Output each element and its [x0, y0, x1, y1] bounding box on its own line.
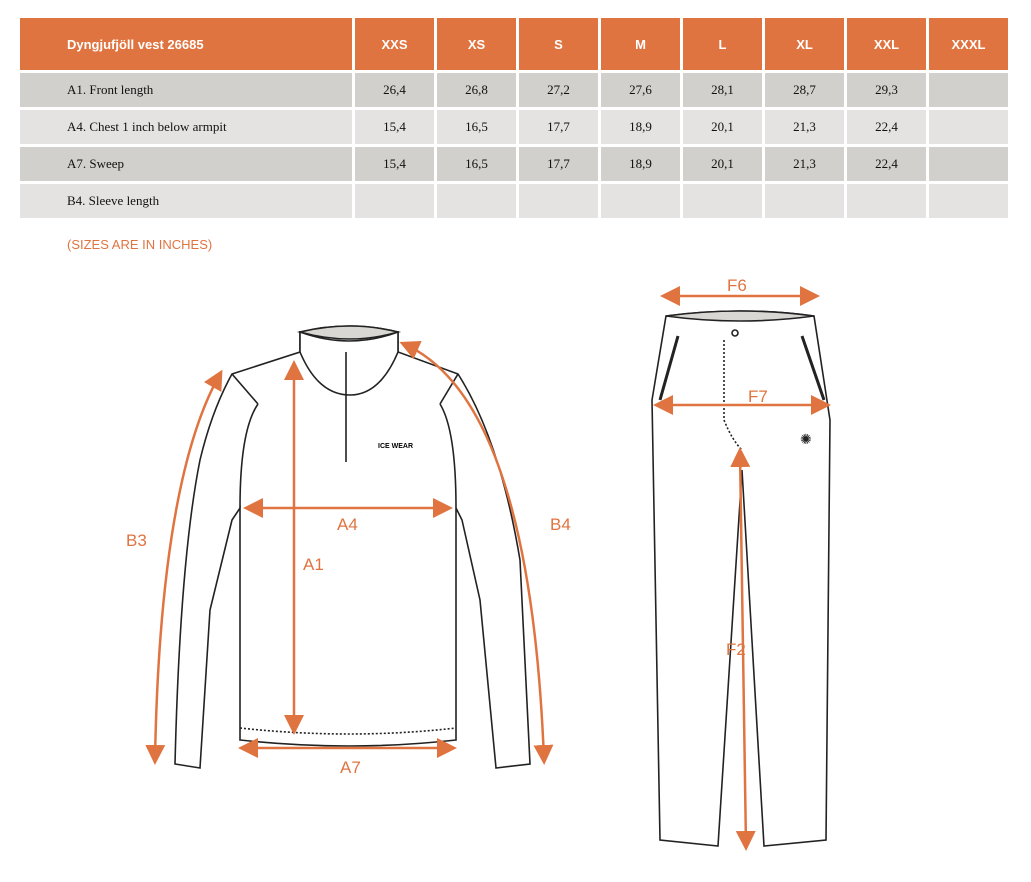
- size-header: XXL: [847, 18, 926, 70]
- row-label: A1. Front length: [20, 73, 352, 107]
- size-header: S: [519, 18, 598, 70]
- cell-value: 15,4: [355, 110, 434, 144]
- row-label: B4. Sleeve length: [20, 184, 352, 218]
- label-f6: F6: [727, 276, 747, 295]
- cell-value: 18,9: [601, 110, 680, 144]
- cell-value: [929, 147, 1008, 181]
- cell-value: 27,6: [601, 73, 680, 107]
- cell-value: 18,9: [601, 147, 680, 181]
- table-row: B4. Sleeve length: [20, 184, 1008, 218]
- label-f7: F7: [748, 387, 768, 406]
- table-row: A7. Sweep 15,4 16,5 17,7 18,9 20,1 21,3 22,4: [20, 147, 1008, 181]
- cell-value: [519, 184, 598, 218]
- cell-value: [437, 184, 516, 218]
- cell-value: [929, 184, 1008, 218]
- cell-value: [929, 110, 1008, 144]
- cell-value: 27,2: [519, 73, 598, 107]
- cell-value: 20,1: [683, 110, 762, 144]
- size-header: XL: [765, 18, 844, 70]
- label-a7: A7: [340, 758, 361, 777]
- row-label: A7. Sweep: [20, 147, 352, 181]
- cell-value: 21,3: [765, 147, 844, 181]
- cell-value: 28,7: [765, 73, 844, 107]
- size-header: XXS: [355, 18, 434, 70]
- size-table: Dyngjufjöll vest 26685 XXS XS S M L XL X…: [17, 15, 1011, 221]
- cell-value: 26,4: [355, 73, 434, 107]
- cell-value: 16,5: [437, 110, 516, 144]
- cell-value: 16,5: [437, 147, 516, 181]
- label-a4: A4: [337, 515, 358, 534]
- cell-value: 17,7: [519, 110, 598, 144]
- table-row: A1. Front length 26,4 26,8 27,2 27,6 28,1 28,7…: [20, 73, 1008, 107]
- cell-value: 21,3: [765, 110, 844, 144]
- cell-value: [601, 184, 680, 218]
- cell-value: 20,1: [683, 147, 762, 181]
- label-a1: A1: [303, 555, 324, 574]
- size-header: M: [601, 18, 680, 70]
- svg-text:✺: ✺: [800, 433, 812, 448]
- label-f2: F2: [726, 640, 746, 659]
- header-row: Dyngjufjöll vest 26685 XXS XS S M L XL X…: [20, 18, 1008, 70]
- cell-value: 15,4: [355, 147, 434, 181]
- cell-value: 28,1: [683, 73, 762, 107]
- logo-text: ICE WEAR: [378, 443, 413, 450]
- table-row: A4. Chest 1 inch below armpit 15,4 16,5 17,…: [20, 110, 1008, 144]
- cell-value: [355, 184, 434, 218]
- cell-value: 17,7: [519, 147, 598, 181]
- units-note: (SIZES ARE IN INCHES): [67, 237, 213, 252]
- size-header: L: [683, 18, 762, 70]
- cell-value: [929, 73, 1008, 107]
- cell-value: 22,4: [847, 110, 926, 144]
- cell-value: [765, 184, 844, 218]
- cell-value: 26,8: [437, 73, 516, 107]
- product-title: Dyngjufjöll vest 26685: [20, 18, 352, 70]
- cell-value: [847, 184, 926, 218]
- size-header: XXXL: [929, 18, 1008, 70]
- cell-value: 29,3: [847, 73, 926, 107]
- cell-value: [683, 184, 762, 218]
- row-label: A4. Chest 1 inch below armpit: [20, 110, 352, 144]
- label-b4: B4: [550, 515, 571, 534]
- cell-value: 22,4: [847, 147, 926, 181]
- label-b3: B3: [126, 531, 147, 550]
- size-header: XS: [437, 18, 516, 70]
- jacket-drawing: [174, 325, 531, 769]
